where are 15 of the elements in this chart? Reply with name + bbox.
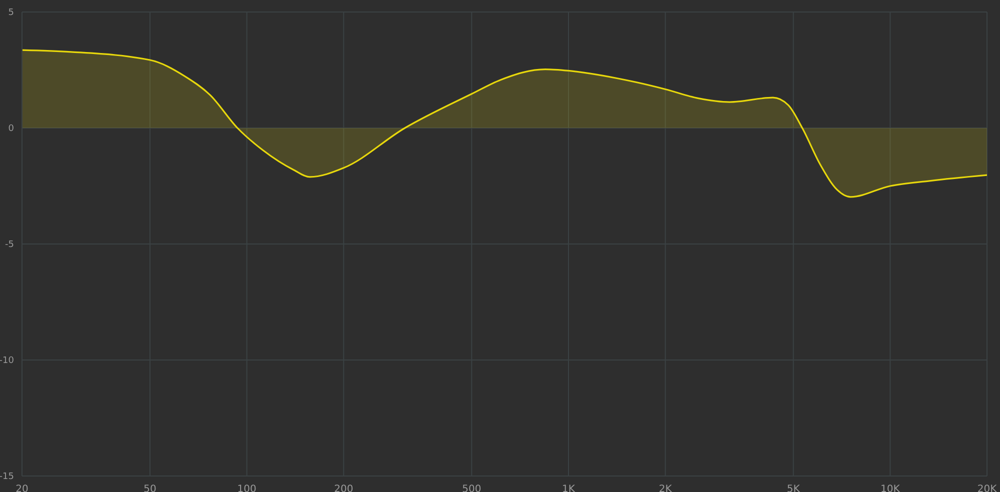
y-tick-label: -5	[5, 240, 14, 250]
y-tick-label: -15	[0, 472, 14, 482]
y-tick-label: 0	[8, 124, 14, 134]
y-tick-label: 5	[8, 8, 14, 18]
x-tick-label: 1K	[562, 484, 576, 492]
x-tick-label: 50	[144, 484, 156, 492]
x-tick-label: 2K	[658, 484, 672, 492]
x-tick-label: 200	[334, 484, 354, 492]
x-tick-label: 20	[16, 484, 28, 492]
x-tick-label: 20K	[977, 484, 998, 492]
x-tick-label: 5K	[786, 484, 800, 492]
x-tick-label: 10K	[880, 484, 900, 492]
x-tick-label: 500	[462, 484, 482, 492]
y-tick-label: -10	[0, 356, 14, 366]
x-tick-label: 100	[237, 484, 256, 492]
